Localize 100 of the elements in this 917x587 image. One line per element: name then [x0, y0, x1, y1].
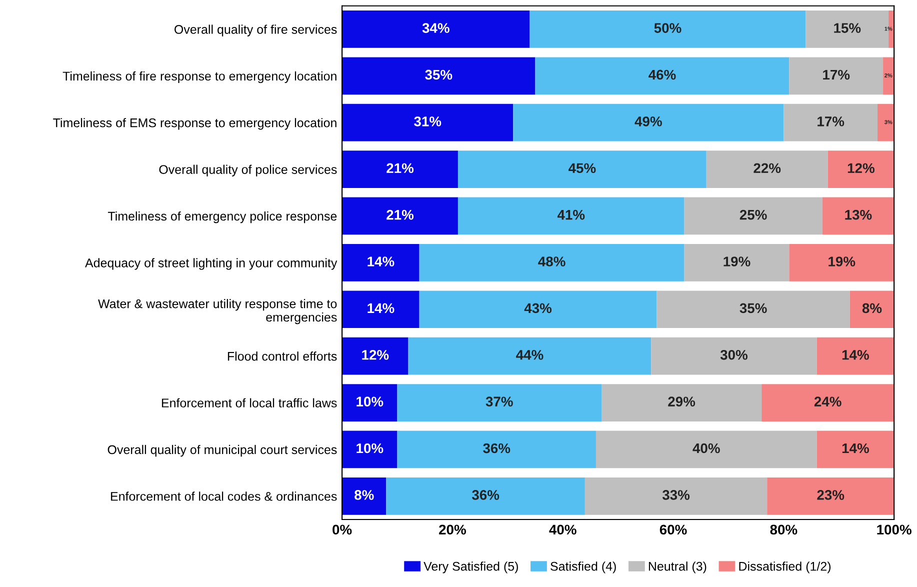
data-label: 33%: [662, 490, 690, 500]
bar: [342, 337, 408, 375]
bar: [458, 197, 684, 235]
bar: [789, 244, 894, 282]
bar: [419, 290, 657, 328]
y-tick-label: Water & wastewater utility response time to emergencies: [98, 299, 337, 324]
bar: [397, 430, 596, 468]
y-tick-label: Timeliness of EMS response to emergency location: [53, 118, 336, 130]
data-label: 44%: [516, 350, 544, 360]
data-label: 14%: [842, 443, 869, 454]
bar: [789, 57, 884, 95]
y-tick-label: Overall quality of municipal court services: [108, 444, 337, 457]
data-label: 10%: [356, 443, 384, 454]
data-label: 41%: [557, 210, 585, 220]
data-label: 17%: [823, 70, 850, 80]
data-label: 17%: [818, 116, 844, 126]
data-label: 31%: [414, 116, 442, 126]
data-label: 22%: [754, 163, 781, 173]
data-label: 12%: [848, 163, 874, 173]
data-label: 49%: [634, 116, 662, 126]
bar: [342, 244, 420, 282]
legend-label: Satisfied (4): [550, 562, 616, 574]
x-tick-label: 0%: [332, 524, 352, 535]
y-tick-label: Enforcement of local codes & ordinances: [111, 492, 337, 501]
bar: [386, 477, 585, 515]
bar: [767, 477, 894, 515]
data-label: 14%: [368, 256, 394, 266]
data-label: 35%: [425, 70, 452, 80]
bar: [419, 244, 684, 282]
legend-label: Neutral (3): [648, 562, 706, 574]
bar: [878, 104, 894, 142]
data-label: 29%: [668, 396, 696, 406]
data-label: 36%: [483, 443, 510, 454]
data-label: 40%: [692, 443, 720, 454]
data-label: 35%: [740, 303, 767, 314]
bar: [458, 150, 706, 188]
bar: [762, 384, 894, 422]
bar: [828, 150, 894, 188]
bar: [513, 104, 784, 142]
bar: [584, 477, 768, 515]
y-tick-label: Flood control efforts: [228, 352, 337, 361]
data-label: 23%: [817, 490, 844, 500]
bar: [342, 104, 514, 142]
y-tick-label: Overall quality of police services: [159, 164, 337, 176]
data-label: 15%: [834, 23, 861, 33]
data-label: 8%: [354, 490, 374, 500]
bar: [342, 197, 458, 235]
x-tick-label: 80%: [770, 524, 798, 535]
bar: [706, 150, 828, 188]
data-label: 13%: [845, 210, 872, 220]
bar: [342, 10, 530, 48]
bar: [342, 290, 420, 328]
data-label: 34%: [422, 23, 450, 33]
data-label: 19%: [724, 256, 750, 266]
data-label: 48%: [538, 256, 566, 266]
data-label: 12%: [362, 350, 389, 360]
data-label: 45%: [568, 163, 596, 174]
y-tick-label: Overall quality of fire services: [174, 24, 337, 36]
x-tick-label: 20%: [439, 524, 466, 535]
y-tick-label: Timeliness of emergency police response: [108, 211, 337, 224]
bar: [883, 57, 894, 95]
bar: [601, 384, 762, 422]
x-tick-label: 60%: [660, 524, 687, 535]
bar: [342, 477, 386, 515]
data-label: 21%: [386, 163, 414, 173]
bar: [342, 57, 536, 95]
data-label: 21%: [386, 210, 414, 220]
data-label: 8%: [862, 303, 882, 314]
data-label: 14%: [368, 303, 394, 314]
data-label: 43%: [524, 303, 552, 314]
bar: [530, 10, 806, 48]
bar: [342, 384, 398, 422]
data-label: 25%: [740, 210, 767, 220]
data-label: 19%: [828, 256, 856, 266]
bar: [816, 337, 894, 375]
data-label: 46%: [648, 70, 676, 80]
bar: [342, 430, 398, 468]
bar: [816, 430, 894, 468]
legend-label: Very Satisfied (5): [424, 562, 518, 574]
y-tick-label: Timeliness of fire response to emergency location: [62, 71, 336, 84]
y-tick-label: Enforcement of local traffic laws: [162, 398, 337, 408]
bar: [822, 197, 894, 235]
bar: [651, 337, 817, 375]
bar: [397, 384, 602, 422]
bar: [684, 197, 822, 235]
bar: [656, 290, 850, 328]
bar: [684, 244, 790, 282]
data-label: 30%: [720, 350, 748, 360]
bar: [850, 290, 894, 328]
bar: [784, 104, 878, 142]
data-label: 37%: [486, 396, 513, 407]
x-tick-label: 40%: [549, 524, 576, 535]
legend-label: Dissatisfied (1/2): [739, 562, 831, 574]
bar: [596, 430, 817, 468]
data-label: 10%: [356, 396, 384, 406]
data-label: 14%: [842, 350, 869, 360]
bar: [408, 337, 652, 375]
x-tick-label: 100%: [877, 524, 912, 535]
bar: [535, 57, 790, 95]
bar: [342, 150, 458, 188]
